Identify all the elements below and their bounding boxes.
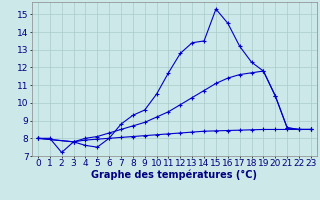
X-axis label: Graphe des températures (°C): Graphe des températures (°C): [92, 170, 257, 180]
